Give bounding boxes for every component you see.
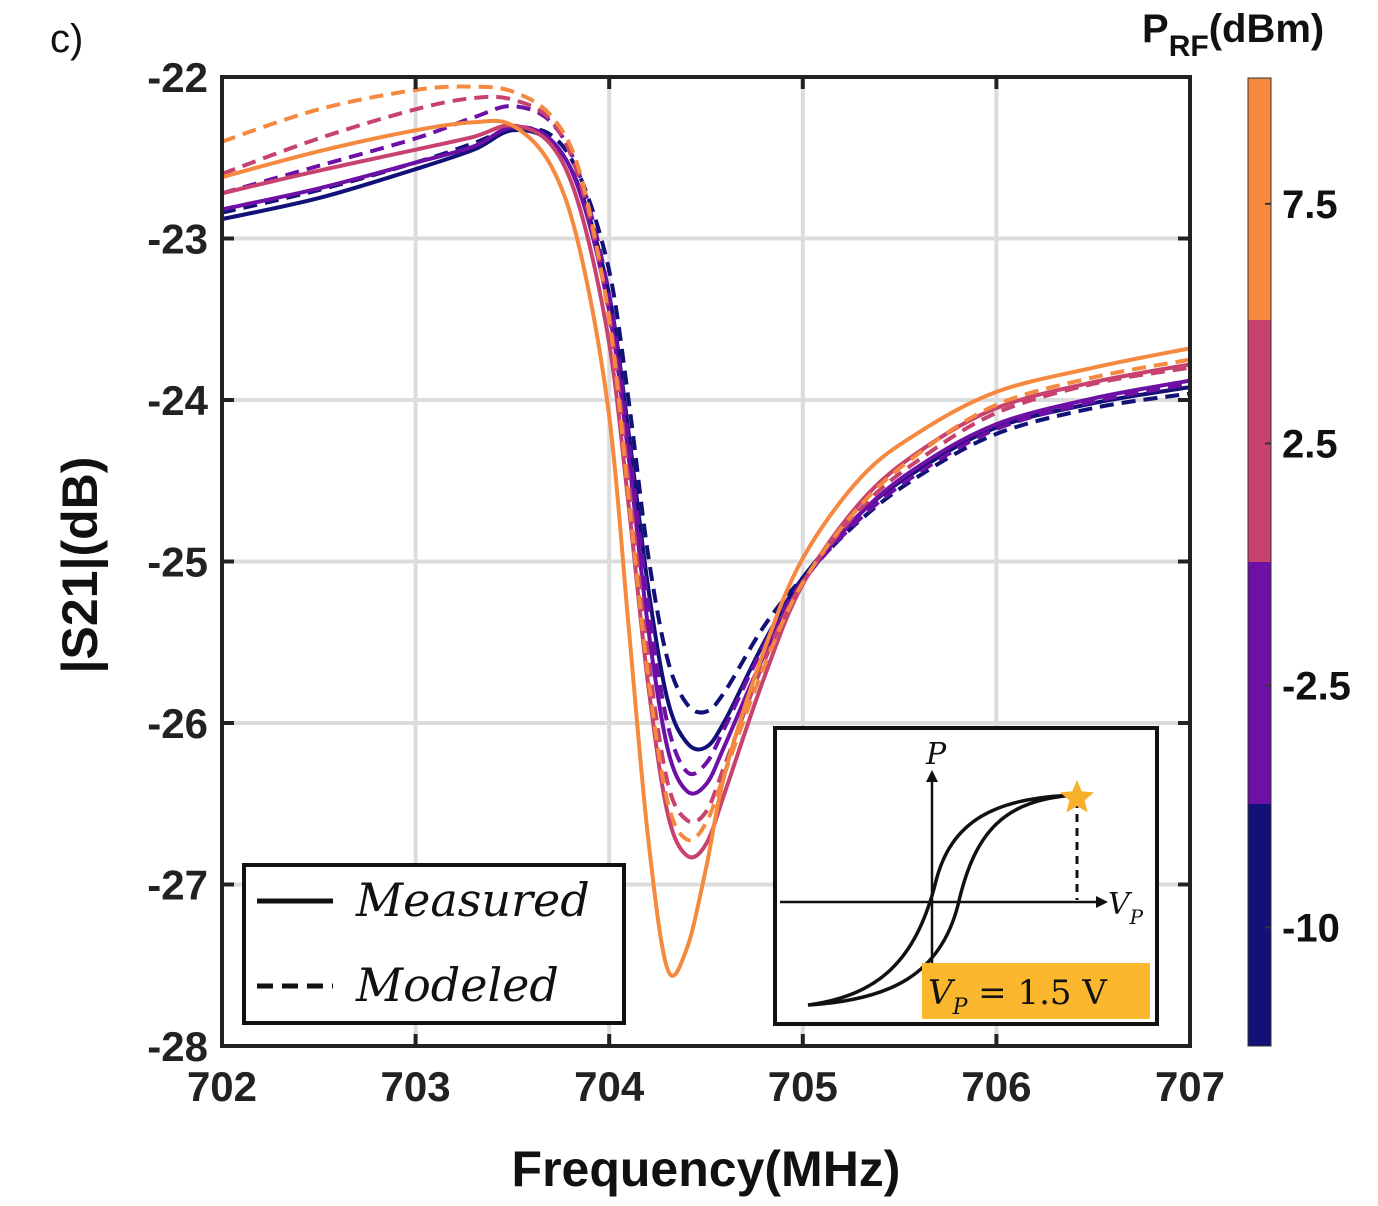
- colorbar-label: 2.5: [1282, 422, 1338, 466]
- inset-x-axis-label-sub: P: [1129, 905, 1144, 929]
- y-tick-label: -24: [147, 377, 208, 424]
- inset: P VP VP = 1.5 V: [773, 726, 1159, 1026]
- inset-x-axis-label: VP: [1108, 887, 1144, 929]
- inset-y-arrow: [926, 770, 938, 782]
- y-tick-label: -26: [147, 700, 208, 747]
- series-line-6: [222, 118, 1190, 978]
- series-line-7: [222, 84, 1190, 843]
- colorbar-title: PRF(dBm): [1142, 7, 1324, 63]
- colorbar-title-unit: (dBm): [1209, 7, 1325, 51]
- x-tick-label: 707: [1155, 1063, 1225, 1110]
- legend-modeled-label: Modeled: [355, 958, 559, 1012]
- tick-marks: [220, 75, 1192, 1048]
- x-tick-labels: 702 703 704 705 706 707: [187, 1063, 1225, 1110]
- colorbar-labels: 7.5 2.5 -2.5 -10: [1282, 183, 1351, 951]
- inset-y-axis-label: P: [925, 737, 947, 772]
- y-tick-labels: -22 -23 -24 -25 -26 -27 -28: [147, 54, 208, 1070]
- series-layer: [222, 84, 1190, 978]
- inset-note: VP = 1.5 V: [928, 973, 1108, 1020]
- grid: [222, 77, 1190, 1046]
- colorbar-title-sub: RF: [1169, 30, 1209, 63]
- panel-label: c): [50, 17, 83, 61]
- inset-x-axis-label-main: V: [1108, 887, 1133, 922]
- series-line-0: [222, 127, 1190, 752]
- colorbar-segments: [1248, 78, 1271, 1047]
- inset-note-main: V: [928, 973, 956, 1013]
- y-tick-label: -28: [147, 1023, 208, 1070]
- inset-note-rest: = 1.5 V: [967, 973, 1108, 1013]
- colorbar-label: -10: [1282, 906, 1340, 950]
- colorbar-ticks: [1265, 202, 1271, 929]
- inset-note-sub: P: [952, 995, 969, 1020]
- x-tick-label: 703: [381, 1063, 451, 1110]
- series-line-4: [222, 123, 1190, 860]
- colorbar: 7.5 2.5 -2.5 -10 PRF(dBm): [1142, 7, 1351, 1047]
- legend-box: [242, 863, 626, 1025]
- star-icon: [1059, 780, 1095, 813]
- inset-note-highlight: [922, 963, 1150, 1019]
- series-line-3: [222, 104, 1190, 777]
- y-tick-label: -25: [147, 539, 208, 586]
- colorbar-segment-1: [1248, 320, 1271, 563]
- series-line-2: [222, 124, 1190, 796]
- y-tick-label: -23: [147, 216, 208, 263]
- x-axis-title: Frequency(MHz): [512, 1141, 901, 1197]
- colorbar-label: 7.5: [1282, 183, 1338, 227]
- y-tick-label: -27: [147, 862, 208, 909]
- colorbar-label: -2.5: [1282, 664, 1351, 708]
- x-tick-label: 702: [187, 1063, 257, 1110]
- x-tick-label: 704: [574, 1063, 645, 1110]
- colorbar-frame: [1247, 77, 1272, 1047]
- y-tick-label: -22: [147, 54, 208, 101]
- x-tick-label: 706: [961, 1063, 1031, 1110]
- inset-x-arrow: [1096, 896, 1108, 908]
- y-axis-title: |S21|(dB): [52, 457, 109, 674]
- series-line-1: [222, 125, 1190, 715]
- colorbar-title-main: P: [1142, 7, 1169, 51]
- colorbar-segment-0: [1248, 78, 1271, 321]
- legend: Measured Modeled: [242, 863, 626, 1025]
- x-tick-label: 705: [768, 1063, 838, 1110]
- colorbar-segment-3: [1248, 804, 1271, 1047]
- colorbar-segment-2: [1248, 562, 1271, 805]
- legend-measured-label: Measured: [355, 873, 590, 927]
